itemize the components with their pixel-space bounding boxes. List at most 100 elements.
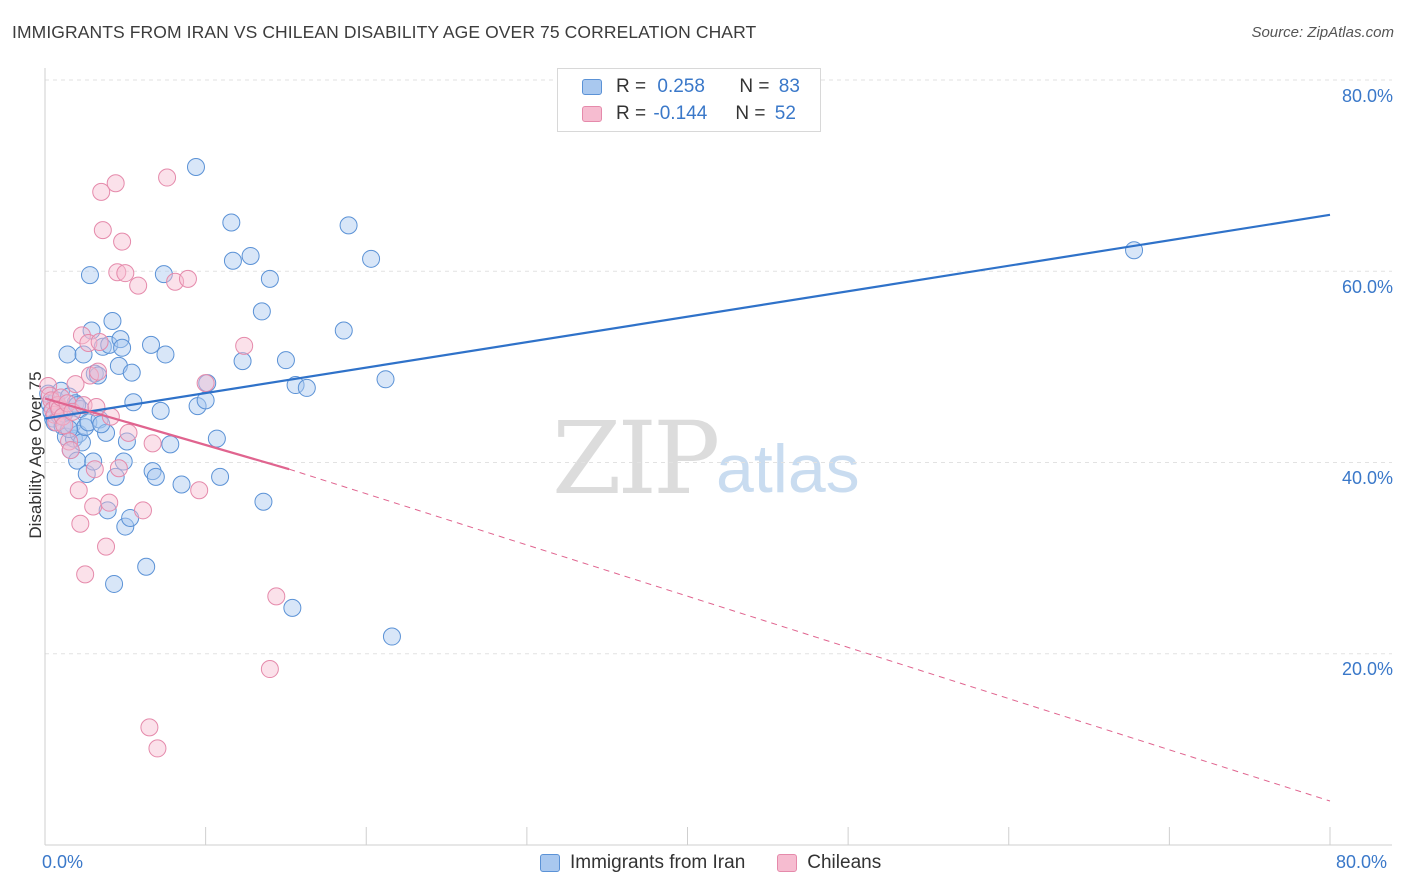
legend: Immigrants from Iran Chileans <box>540 852 913 874</box>
iran-point-32 <box>93 337 112 356</box>
chile-point-27 <box>92 182 111 201</box>
iran-point-63 <box>222 213 241 232</box>
iran-point-76 <box>362 249 381 268</box>
iran-r-label: R = <box>616 76 647 97</box>
iran-point-62 <box>211 467 230 486</box>
iran-point-48 <box>137 557 156 576</box>
chile-swatch <box>582 106 602 122</box>
iran-trend-line <box>44 213 1331 420</box>
watermark-zip: ZIP <box>552 400 720 517</box>
chile-point-46 <box>190 481 209 500</box>
iran-point-12 <box>58 345 77 364</box>
iran-point-73 <box>297 378 316 397</box>
chile-point-42 <box>148 739 167 758</box>
iran-point-34 <box>98 501 117 520</box>
iran-point-37 <box>105 574 124 593</box>
iran-point-75 <box>339 216 358 235</box>
iran-point-28 <box>84 452 103 471</box>
iran-point-64 <box>223 251 242 270</box>
chile-trend-extension <box>288 468 1331 802</box>
chile-point-38 <box>129 276 148 295</box>
iran-point-71 <box>283 598 302 617</box>
iran-point-77 <box>376 370 395 389</box>
iran-point-36 <box>103 311 122 330</box>
legend-item-iran[interactable]: Immigrants from Iran <box>540 852 745 874</box>
iran-point-69 <box>260 269 279 288</box>
iran-point-66 <box>241 246 260 265</box>
iran-point-51 <box>146 467 165 486</box>
iran-point-43 <box>116 517 135 536</box>
chile-point-13 <box>61 441 80 460</box>
iran-point-52 <box>151 401 170 420</box>
chile-r-value: -0.144 <box>653 103 708 124</box>
chile-point-20 <box>76 565 95 584</box>
chile-point-39 <box>133 501 152 520</box>
iran-point-78 <box>382 627 401 646</box>
chile-point-49 <box>260 660 279 679</box>
chile-point-51 <box>89 362 108 381</box>
legend-label-chile: Chileans <box>807 852 882 873</box>
iran-point-74 <box>334 321 353 340</box>
iran-n-value: 83 <box>778 76 800 97</box>
iran-point-56 <box>172 475 191 494</box>
chile-point-15 <box>66 375 85 394</box>
chile-point-28 <box>93 221 112 240</box>
iran-point-49 <box>142 335 161 354</box>
y-tick-80: 80.0% <box>1341 86 1393 106</box>
chile-point-18 <box>72 326 91 345</box>
chile-n-value: 52 <box>774 103 796 124</box>
y-tick-20: 20.0% <box>1341 659 1393 679</box>
chile-point-47 <box>196 374 215 393</box>
chile-n-label: N = <box>735 103 766 124</box>
iran-point-61 <box>207 429 226 448</box>
chile-point-24 <box>85 460 104 479</box>
iran-point-46 <box>122 363 141 382</box>
chile-point-41 <box>143 434 162 453</box>
iran-point-72 <box>286 376 305 395</box>
chile-point-17 <box>71 514 90 533</box>
chile-point-26 <box>90 333 109 352</box>
iran-point-41 <box>113 338 132 357</box>
iran-point-50 <box>143 462 162 481</box>
watermark-atlas: atlas <box>716 431 860 507</box>
iran-swatch <box>582 79 602 95</box>
iran-point-26 <box>80 266 99 285</box>
x-tick-max: 80.0% <box>1336 852 1388 872</box>
chile-point-23 <box>84 497 103 516</box>
stats-row-chile: R = -0.144 N = 52 <box>582 102 796 126</box>
chile-point-48 <box>235 336 254 355</box>
iran-point-68 <box>254 492 273 511</box>
chile-point-37 <box>119 423 138 442</box>
chile-point-0 <box>39 377 58 395</box>
iran-point-54 <box>156 345 175 364</box>
chile-point-30 <box>100 493 119 512</box>
iran-point-65 <box>233 352 252 371</box>
chile-point-36 <box>116 264 135 283</box>
chart-source: Source: ZipAtlas.com <box>1251 24 1394 41</box>
iran-point-70 <box>276 351 295 370</box>
stats-row-iran: R = 0.258 N = 83 <box>582 75 800 99</box>
stats-box: R = 0.258 N = 83 R = -0.144 N = 52 <box>557 68 821 132</box>
legend-item-chile[interactable]: Chileans <box>777 852 881 874</box>
chile-point-40 <box>140 718 159 737</box>
x-tick-min: 0.0% <box>42 852 84 872</box>
chart-title: IMMIGRANTS FROM IRAN VS CHILEAN DISABILI… <box>12 22 757 42</box>
legend-swatch-chile <box>777 854 798 872</box>
chile-point-50 <box>267 587 286 606</box>
iran-point-57 <box>186 158 205 177</box>
chile-point-16 <box>69 481 88 500</box>
chile-point-10 <box>55 416 74 435</box>
y-tick-40: 40.0% <box>1341 468 1393 488</box>
iran-point-18 <box>68 451 87 470</box>
chile-point-45 <box>178 269 197 288</box>
iran-n-label: N = <box>739 76 770 97</box>
chile-point-32 <box>106 174 125 193</box>
iran-point-22 <box>74 345 93 364</box>
y-tick-60: 60.0% <box>1341 277 1393 297</box>
iran-point-33 <box>97 423 116 442</box>
iran-point-55 <box>161 435 180 454</box>
iran-point-67 <box>252 302 271 321</box>
legend-swatch-iran <box>540 854 560 872</box>
chile-point-29 <box>97 537 116 556</box>
